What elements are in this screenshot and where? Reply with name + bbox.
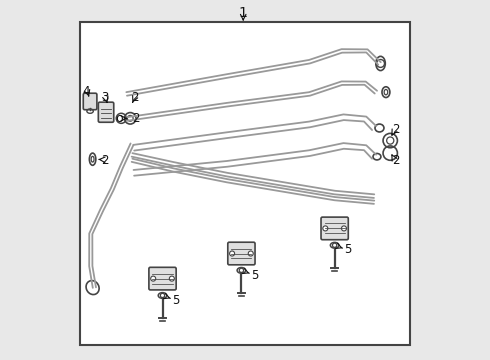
- Text: 2: 2: [132, 112, 139, 125]
- Circle shape: [323, 226, 328, 231]
- Text: 2: 2: [392, 154, 399, 167]
- Text: 5: 5: [344, 243, 352, 256]
- Circle shape: [230, 251, 235, 256]
- Circle shape: [170, 276, 174, 281]
- Text: 1: 1: [239, 6, 247, 20]
- FancyBboxPatch shape: [149, 267, 176, 290]
- FancyBboxPatch shape: [83, 93, 97, 110]
- Circle shape: [248, 251, 253, 256]
- Text: 3: 3: [101, 91, 109, 104]
- Text: 2: 2: [392, 123, 399, 136]
- FancyBboxPatch shape: [98, 102, 114, 122]
- Text: 2: 2: [131, 91, 139, 104]
- Text: o: o: [115, 112, 122, 125]
- Circle shape: [342, 226, 346, 231]
- Circle shape: [151, 276, 156, 281]
- FancyBboxPatch shape: [321, 217, 348, 240]
- Text: 5: 5: [251, 269, 259, 282]
- Text: 5: 5: [172, 294, 180, 307]
- FancyBboxPatch shape: [80, 22, 410, 345]
- Text: 2: 2: [100, 154, 108, 167]
- FancyBboxPatch shape: [228, 242, 255, 265]
- Text: 4: 4: [83, 85, 90, 98]
